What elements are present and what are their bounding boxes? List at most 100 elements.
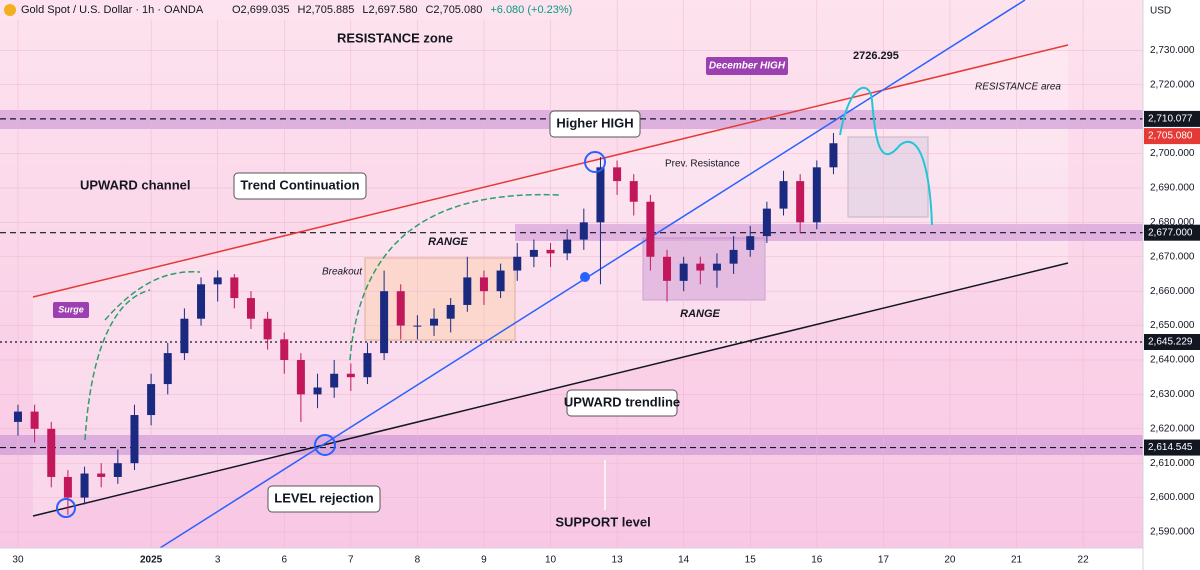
candle-body bbox=[130, 415, 139, 464]
candle-body bbox=[47, 428, 56, 477]
y-tick-label: 2,670.000 bbox=[1150, 251, 1195, 262]
candle-body bbox=[829, 143, 838, 168]
channel-top bbox=[32, 44, 1069, 298]
header bbox=[0, 0, 560, 20]
candle-body bbox=[346, 373, 355, 378]
photo bbox=[847, 136, 929, 218]
ohlc-value: +6.080 (+0.23%) bbox=[490, 4, 572, 16]
x-tick-label: 22 bbox=[1078, 555, 1090, 566]
candle-body bbox=[463, 277, 472, 305]
candle-body bbox=[430, 318, 439, 326]
candle-body bbox=[729, 249, 738, 264]
callout bbox=[566, 389, 678, 417]
marker bbox=[314, 434, 336, 456]
y-tick-label: 2,720.000 bbox=[1150, 79, 1195, 90]
x-tick-label: 2025 bbox=[140, 555, 163, 566]
candle-body bbox=[147, 384, 156, 416]
candle-body bbox=[663, 256, 672, 281]
x-tick-label: 16 bbox=[811, 555, 823, 566]
time-axis bbox=[0, 548, 1143, 570]
candle-body bbox=[746, 236, 755, 250]
candle-body bbox=[646, 201, 655, 257]
candle-body bbox=[213, 277, 222, 285]
arrow bbox=[349, 193, 561, 361]
callout bbox=[706, 57, 788, 75]
price-tag bbox=[1144, 128, 1200, 145]
price-tag bbox=[1144, 334, 1200, 351]
ohlc-value: C2,705.080 bbox=[425, 4, 482, 16]
ohlc-value: L2,697.580 bbox=[362, 4, 417, 16]
x-tick-label: 21 bbox=[1011, 555, 1023, 566]
candle-body bbox=[446, 304, 455, 319]
candle-body bbox=[97, 473, 106, 477]
candle-body bbox=[796, 181, 805, 223]
y-tick-label: 2,690.000 bbox=[1150, 183, 1195, 194]
candle-body bbox=[779, 181, 788, 209]
symbol-icon bbox=[4, 4, 16, 16]
price-tag-label: 2,710.077 bbox=[1148, 114, 1193, 125]
candle-body bbox=[380, 291, 389, 354]
annotation: Trend Continuation bbox=[240, 177, 359, 192]
y-tick-label: 2,640.000 bbox=[1150, 355, 1195, 366]
candle-body bbox=[197, 284, 206, 319]
x-tick-label: 9 bbox=[481, 555, 487, 566]
candle-body bbox=[246, 298, 255, 319]
annotation: RESISTANCE area bbox=[975, 82, 1061, 93]
price-tag bbox=[1144, 224, 1200, 241]
x-tick-label: 14 bbox=[678, 555, 690, 566]
price-tag-label: 2,645.229 bbox=[1148, 337, 1193, 348]
y-tick-label: 2,680.000 bbox=[1150, 217, 1195, 228]
candle-body bbox=[563, 239, 572, 254]
price-tag-label: 2,677.000 bbox=[1148, 227, 1193, 238]
annotation: UPWARD channel bbox=[80, 177, 191, 192]
price-tag bbox=[1144, 439, 1200, 456]
x-tick-label: 17 bbox=[878, 555, 890, 566]
annotation: UPWARD trendline bbox=[564, 394, 680, 409]
candle-body bbox=[613, 167, 622, 182]
price-axis bbox=[1143, 0, 1200, 570]
y-tick-label: 2,600.000 bbox=[1150, 492, 1195, 503]
candle-body bbox=[579, 222, 588, 240]
candle-body bbox=[313, 387, 322, 395]
candle-body bbox=[413, 325, 422, 327]
annotation: RANGE bbox=[428, 236, 468, 248]
x-tick-label: 10 bbox=[545, 555, 557, 566]
candle-body bbox=[113, 463, 122, 477]
candle-body bbox=[80, 473, 89, 498]
candle-body bbox=[496, 270, 505, 292]
price-tag-label: 2,705.080 bbox=[1148, 131, 1193, 142]
x-tick-label: 30 bbox=[12, 555, 24, 566]
annotation: RESISTANCE zone bbox=[337, 30, 453, 45]
marker bbox=[584, 151, 606, 173]
x-tick-label: 7 bbox=[348, 555, 354, 566]
callout bbox=[53, 302, 89, 318]
marker bbox=[56, 498, 76, 518]
candle-body bbox=[296, 359, 305, 395]
level-zone bbox=[515, 224, 1143, 241]
candle-body bbox=[363, 353, 372, 378]
y-tick-label: 2,730.000 bbox=[1150, 45, 1195, 56]
price-tag-label: 2,614.545 bbox=[1148, 442, 1193, 453]
x-tick-label: 13 bbox=[612, 555, 624, 566]
candle-body bbox=[13, 411, 22, 422]
candle-body bbox=[30, 411, 39, 429]
candle-body bbox=[63, 476, 72, 498]
annotation: 2726.295 bbox=[853, 50, 899, 62]
y-tick-label: 2,650.000 bbox=[1150, 320, 1195, 331]
trendline bbox=[159, 0, 1026, 549]
annotation: Breakout bbox=[322, 267, 363, 278]
candle-body bbox=[163, 353, 172, 385]
annotation: December HIGH bbox=[709, 61, 786, 72]
y-tick-label: 2,700.000 bbox=[1150, 148, 1195, 159]
candle-body bbox=[280, 339, 289, 360]
callout bbox=[549, 110, 641, 138]
y-tick-label: 2,610.000 bbox=[1150, 458, 1195, 469]
x-tick-label: 8 bbox=[415, 555, 421, 566]
candle-body bbox=[513, 256, 522, 271]
symbol: Gold Spot / U.S. Dollar · 1h · OANDA bbox=[21, 4, 204, 16]
annotation: Prev. Resistance bbox=[665, 159, 740, 170]
candle-body bbox=[263, 318, 272, 340]
annotation: LEVEL rejection bbox=[274, 490, 374, 505]
y-tick-label: 2,630.000 bbox=[1150, 389, 1195, 400]
